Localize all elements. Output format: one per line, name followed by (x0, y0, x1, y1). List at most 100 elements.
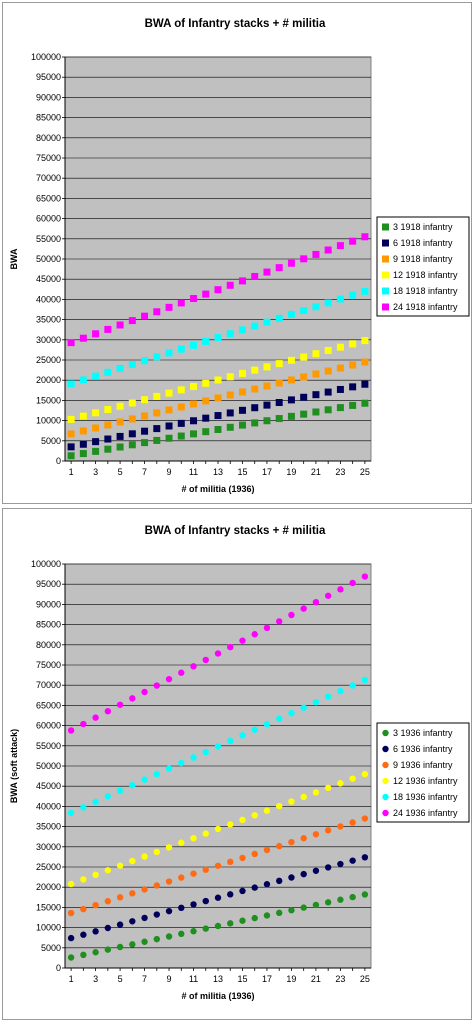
data-point (251, 850, 258, 858)
legend-swatch (382, 239, 389, 247)
data-point (92, 949, 99, 956)
data-point (153, 935, 160, 943)
y-tick-label: 95000 (36, 72, 61, 82)
data-point (324, 864, 332, 871)
data-point (300, 255, 308, 263)
y-tick-label: 60000 (36, 721, 61, 731)
y-tick-label: 75000 (36, 153, 61, 163)
y-tick-label: 25000 (36, 355, 61, 365)
x-tick-label: 21 (311, 974, 321, 984)
legend-swatch (382, 287, 389, 295)
data-point (239, 732, 246, 739)
data-point (202, 337, 210, 345)
data-point (263, 417, 271, 425)
data-point (214, 425, 222, 433)
data-point (202, 397, 210, 405)
data-point (190, 663, 197, 670)
data-point (92, 424, 100, 432)
data-point (67, 934, 75, 942)
data-point (324, 899, 332, 906)
data-point (128, 317, 136, 325)
data-point (104, 793, 112, 800)
data-point (251, 404, 259, 412)
data-point (92, 409, 100, 417)
data-point (251, 812, 258, 819)
data-point (165, 389, 173, 397)
y-tick-label: 85000 (36, 113, 61, 123)
y-tick-label: 50000 (36, 761, 61, 771)
data-point (202, 428, 210, 436)
data-point (104, 867, 112, 874)
chart-panel-1918: BWA of Infantry stacks + # militia 0 5000 1… (2, 2, 472, 504)
legend-swatch (382, 777, 389, 785)
data-point (336, 343, 344, 351)
data-point (312, 391, 320, 399)
data-point (251, 366, 259, 374)
data-point (275, 379, 283, 387)
data-point (202, 830, 209, 837)
y-axis-label: BWA (9, 248, 19, 269)
data-point (128, 415, 136, 423)
data-point (336, 385, 344, 393)
data-point (190, 834, 197, 842)
data-point (116, 418, 124, 426)
data-point (361, 854, 369, 861)
y-tick-label: 20000 (36, 882, 61, 892)
data-point (288, 838, 295, 846)
legend-entry-label: 9 1918 infantry (393, 254, 453, 264)
data-point (349, 361, 357, 369)
data-point (153, 353, 161, 361)
data-point (287, 356, 295, 364)
data-point (141, 938, 148, 945)
data-point (361, 337, 369, 345)
x-tick-label: 5 (118, 974, 123, 984)
data-point (276, 877, 283, 885)
y-tick-label: 90000 (36, 599, 61, 609)
data-point (116, 364, 124, 372)
chart-title: BWA of Infantry stacks + # militia (145, 18, 326, 30)
data-point (141, 312, 149, 320)
data-point (324, 246, 332, 254)
y-tick-label: 35000 (36, 315, 61, 325)
data-point (178, 874, 185, 881)
data-point (349, 857, 356, 864)
chart-panel-1936: BWA of Infantry stacks + # militia 0 5000 1… (2, 508, 472, 1020)
data-point (128, 399, 136, 407)
y-tick-label: 25000 (36, 862, 61, 872)
data-point (227, 858, 234, 866)
data-point (67, 380, 75, 388)
data-point (67, 452, 75, 460)
y-tick-label: 20000 (36, 375, 61, 385)
y-tick-label: 30000 (36, 335, 61, 345)
data-point (300, 870, 307, 878)
data-point (153, 882, 160, 889)
data-point (361, 380, 369, 388)
data-point (361, 399, 369, 407)
data-point (153, 682, 160, 689)
data-point (312, 698, 320, 706)
data-point (349, 340, 357, 348)
data-point (202, 925, 209, 932)
x-tick-label: 1 (69, 467, 74, 477)
data-point (337, 823, 344, 830)
data-point (116, 443, 124, 451)
data-point (361, 891, 369, 898)
legend-swatch (382, 729, 389, 737)
x-tick-label: 7 (142, 974, 147, 984)
data-point (79, 376, 87, 384)
y-tick-label: 40000 (36, 801, 61, 811)
data-point (178, 930, 185, 938)
data-point (128, 441, 136, 449)
data-point (336, 295, 344, 303)
data-point (177, 345, 185, 353)
data-point (214, 862, 222, 869)
data-point (141, 427, 149, 435)
data-point (202, 748, 209, 756)
data-point (324, 693, 332, 700)
data-point (238, 388, 246, 396)
data-point (226, 373, 234, 381)
data-point (116, 402, 124, 410)
data-point (129, 781, 136, 789)
y-tick-label: 45000 (36, 274, 61, 284)
data-point (190, 400, 198, 408)
